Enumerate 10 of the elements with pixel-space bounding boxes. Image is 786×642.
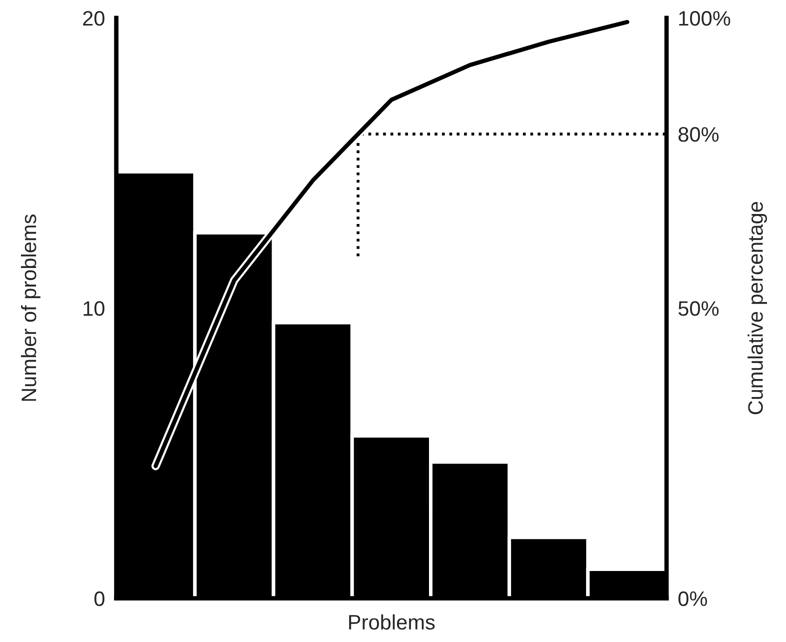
y2-tick-label: 80% [678, 127, 719, 142]
y-tick-label: 0 [94, 591, 104, 606]
x-axis-title: Problems [349, 614, 435, 630]
y2-tick-label: 50% [678, 301, 719, 316]
y-axis-title: Number of problems [20, 214, 40, 401]
y2-axis-title: Cumulative percentage [748, 202, 768, 414]
y-tick-label: 20 [83, 10, 104, 26]
y-tick-label: 10 [84, 301, 104, 316]
y2-tick-label: 0% [678, 591, 708, 606]
y2-tick-label: 100% [679, 10, 730, 26]
